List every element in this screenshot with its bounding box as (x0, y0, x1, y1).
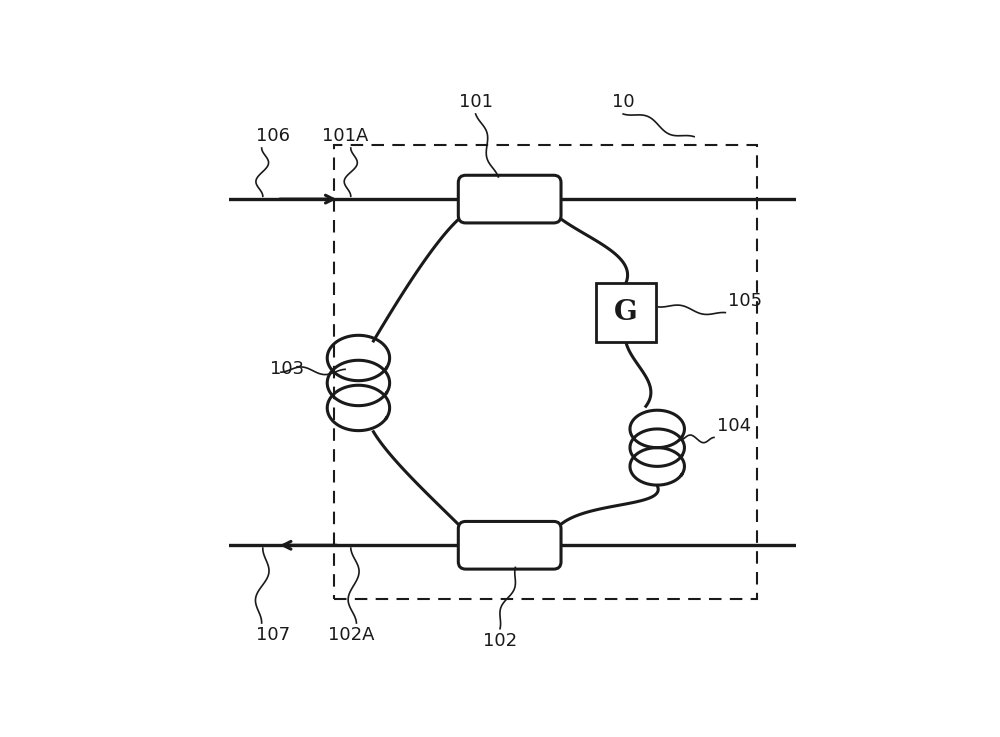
Text: 101: 101 (459, 93, 493, 111)
Text: 107: 107 (256, 626, 290, 644)
Bar (334, 145, 757, 599)
Text: 104: 104 (717, 416, 751, 435)
Text: 105: 105 (728, 292, 762, 310)
Text: 102: 102 (483, 632, 517, 649)
Text: 103: 103 (270, 360, 304, 378)
Text: 102A: 102A (328, 626, 374, 644)
FancyBboxPatch shape (458, 175, 561, 223)
Text: 106: 106 (256, 128, 290, 145)
Bar (596, 283, 656, 343)
Text: G: G (614, 299, 638, 326)
FancyBboxPatch shape (458, 522, 561, 569)
Text: 10: 10 (612, 93, 634, 111)
Text: 101A: 101A (322, 128, 368, 145)
